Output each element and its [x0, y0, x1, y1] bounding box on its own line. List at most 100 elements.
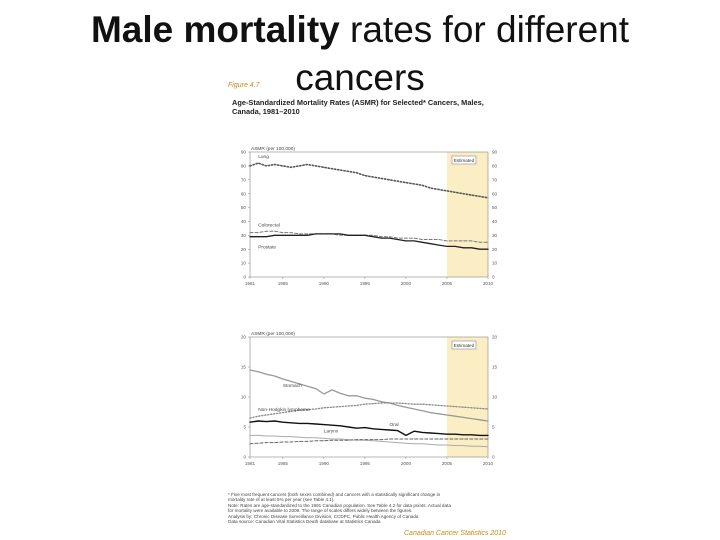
data-point	[405, 435, 407, 436]
data-point	[274, 435, 275, 437]
data-point	[405, 237, 407, 239]
data-point	[364, 427, 366, 428]
data-point	[249, 421, 251, 423]
data-point	[356, 234, 358, 236]
footnote-line: * Five most frequent cancers (both sexes…	[228, 492, 441, 497]
y-tick-label-right: 10	[492, 395, 498, 400]
data-point	[249, 232, 251, 233]
data-point	[323, 166, 325, 168]
series-label: Prostate	[258, 245, 276, 251]
figure-title: Age-Standardized Mortality Rates (ASMR) …	[232, 98, 522, 116]
data-point	[421, 438, 423, 440]
data-point	[348, 234, 349, 236]
data-point	[438, 244, 440, 246]
data-point	[397, 430, 399, 431]
series-line	[249, 434, 489, 448]
x-tick-label: 1995	[360, 281, 371, 286]
data-point	[282, 421, 284, 423]
data-point	[380, 439, 382, 440]
data-point	[471, 240, 472, 242]
estimate-band	[446, 337, 488, 457]
y-tick-label: 90	[241, 150, 247, 155]
data-point	[438, 405, 440, 406]
data-point	[274, 413, 275, 415]
data-point	[364, 403, 366, 405]
data-point	[397, 405, 399, 406]
x-tick-label: 1985	[278, 281, 289, 286]
data-point	[274, 420, 275, 422]
data-point	[339, 425, 341, 427]
data-point	[471, 438, 472, 440]
chart-panel-top: 0 0 10 10 20 20 30 30 40 40 50 50 60 60 70 70 80 80 90 90 19…	[241, 146, 498, 286]
data-point	[315, 440, 317, 442]
y-tick-label: 40	[241, 219, 247, 224]
estimated-label: Estimated	[454, 343, 475, 348]
data-point	[438, 189, 440, 190]
data-point	[454, 406, 456, 407]
data-point	[446, 444, 448, 446]
series-label: Non-Hodgkin lymphoma	[258, 407, 310, 413]
data-point	[397, 180, 399, 182]
data-point	[372, 236, 374, 238]
data-point	[339, 438, 341, 440]
data-point	[356, 439, 358, 440]
data-point	[430, 239, 431, 240]
footnote-line: Data source: Canadian Vital Statistics D…	[228, 519, 381, 525]
data-point	[364, 175, 366, 176]
data-point	[274, 375, 275, 377]
data-point	[257, 232, 259, 233]
data-point	[298, 234, 300, 236]
data-point	[389, 237, 390, 239]
x-tick-label: 1990	[319, 461, 330, 466]
data-point	[421, 184, 423, 186]
data-point	[487, 408, 489, 410]
y-tick-label: 5	[243, 425, 246, 430]
data-point	[454, 240, 456, 242]
data-point	[487, 435, 489, 436]
data-point	[372, 176, 374, 178]
data-point	[266, 435, 267, 437]
data-point	[413, 237, 415, 239]
estimated-box	[451, 340, 477, 350]
y-tick-label: 10	[241, 395, 247, 400]
y-axis-label: ASMR (per 100,000)	[251, 146, 295, 152]
data-point	[331, 424, 333, 426]
data-point	[331, 233, 333, 235]
data-point	[257, 420, 259, 422]
data-point	[307, 441, 308, 442]
data-point	[405, 406, 407, 408]
x-tick-label: 2010	[483, 461, 494, 466]
data-point	[249, 165, 251, 167]
data-point	[463, 240, 464, 242]
data-point	[348, 426, 349, 428]
data-point	[413, 408, 415, 410]
y-tick-label-right: 5	[492, 425, 495, 430]
data-point	[487, 420, 489, 422]
data-point	[487, 446, 489, 448]
data-point	[290, 166, 292, 168]
data-point	[315, 423, 317, 425]
series-line	[249, 369, 489, 422]
data-point	[364, 234, 366, 236]
data-point	[471, 247, 472, 249]
data-point	[290, 441, 292, 443]
data-point	[389, 402, 390, 404]
data-point	[290, 422, 292, 424]
data-point	[249, 369, 251, 371]
data-point	[389, 441, 390, 443]
data-point	[454, 415, 456, 417]
data-point	[348, 439, 349, 440]
y-tick-label: 70	[241, 177, 247, 182]
y-axis-label: ASMR (per 100,000)	[251, 331, 295, 337]
data-point	[282, 378, 284, 380]
chart-panel-bottom: 0 0 5 5 10 10 15 15 20 20 1981 1985 1990 1995 2000 2005…	[241, 331, 498, 466]
data-point	[315, 165, 317, 167]
y-tick-label-right: 20	[492, 247, 498, 252]
data-point	[348, 439, 349, 441]
series-line	[249, 420, 489, 437]
data-point	[257, 162, 259, 164]
data-point	[307, 233, 308, 235]
data-point	[274, 234, 275, 236]
source-tag: Canadian Cancer Statistics 2010	[404, 530, 506, 537]
data-point	[266, 442, 267, 443]
